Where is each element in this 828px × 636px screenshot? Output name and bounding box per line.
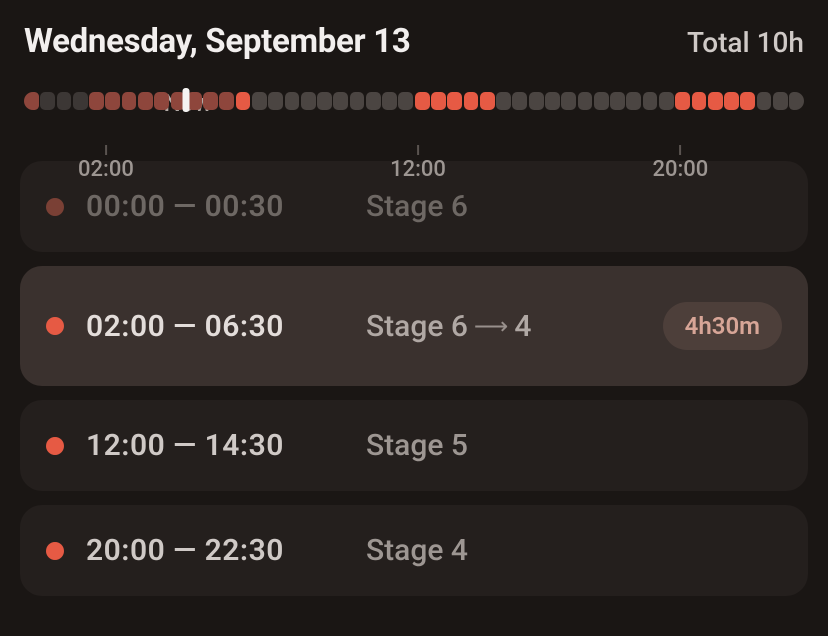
stage-label: Stage 6 [366, 189, 468, 224]
timeline-segment [740, 92, 755, 110]
time-range: 12:00 — 14:30 [86, 428, 366, 463]
timeline-segment [73, 92, 88, 110]
schedule-row[interactable]: 12:00 — 14:30Stage 5 [20, 400, 808, 491]
duration-pill: 4h30m [663, 302, 782, 350]
timeline-segment [724, 92, 739, 110]
timeline-segment [219, 92, 234, 110]
timeline-segment [40, 92, 55, 110]
status-dot [46, 542, 64, 560]
header: Wednesday, September 13 Total 10h [20, 22, 808, 61]
timeline-segment [203, 92, 218, 110]
timeline-segment [545, 92, 560, 110]
timeline-segment [285, 92, 300, 110]
timeline-tick: 12:00 [390, 145, 446, 182]
timeline-segment [512, 92, 527, 110]
timeline-segment [350, 92, 365, 110]
timeline-segment [252, 92, 267, 110]
time-range: 02:00 — 06:30 [86, 309, 366, 344]
time-range: 20:00 — 22:30 [86, 533, 366, 568]
tick-line [105, 145, 107, 155]
timeline-segment [236, 92, 251, 110]
timeline-segment [464, 92, 479, 110]
timeline-segment [594, 92, 609, 110]
timeline-segment [773, 92, 788, 110]
stage-to: 4 [514, 309, 531, 344]
timeline-segment [757, 92, 772, 110]
status-dot [46, 437, 64, 455]
schedule-screen: Wednesday, September 13 Total 10h Now 02… [0, 0, 828, 596]
timeline-segment [447, 92, 462, 110]
timeline-segment [268, 92, 283, 110]
timeline-segment [366, 92, 381, 110]
timeline-segment [496, 92, 511, 110]
timeline-tick: 02:00 [78, 145, 134, 182]
timeline-segment [89, 92, 104, 110]
timeline-segment [431, 92, 446, 110]
status-dot [46, 317, 64, 335]
timeline-segment [415, 92, 430, 110]
timeline-segment [789, 92, 804, 110]
timeline-segment [301, 92, 316, 110]
timeline-segment [480, 92, 495, 110]
tick-line [417, 145, 419, 155]
timeline-segment [675, 92, 690, 110]
timeline-segment [561, 92, 576, 110]
stage-from: Stage 6 [366, 309, 468, 344]
timeline-segment [57, 92, 72, 110]
stage-label: Stage 4 [366, 533, 468, 568]
schedule-row[interactable]: 02:00 — 06:30Stage 6⟶4 4h30m [20, 266, 808, 386]
timeline-segment [24, 92, 39, 110]
timeline-segment [708, 92, 723, 110]
timeline-segment [692, 92, 707, 110]
status-dot [46, 198, 64, 216]
timeline-segment [659, 92, 674, 110]
timeline-segment [626, 92, 641, 110]
timeline-segment [138, 92, 153, 110]
stage-label: Stage 5 [366, 428, 468, 463]
timeline-segment [122, 92, 137, 110]
timeline-segment [154, 92, 169, 110]
timeline-segment [382, 92, 397, 110]
timeline-segment [105, 92, 120, 110]
now-marker [183, 88, 190, 112]
date-title: Wednesday, September 13 [24, 22, 411, 61]
tick-line [679, 145, 681, 155]
timeline-segment [643, 92, 658, 110]
timeline-segment [398, 92, 413, 110]
timeline-segment [333, 92, 348, 110]
timeline-segment [610, 92, 625, 110]
tick-label: 12:00 [390, 157, 446, 182]
timeline-bar[interactable] [24, 91, 804, 111]
tick-label: 20:00 [652, 157, 708, 182]
time-range: 00:00 — 00:30 [86, 189, 366, 224]
total-label: Total 10h [687, 26, 804, 59]
schedule-row[interactable]: 20:00 — 22:30Stage 4 [20, 505, 808, 596]
tick-label: 02:00 [78, 157, 134, 182]
timeline-tick: 20:00 [652, 145, 708, 182]
timeline-segment [578, 92, 593, 110]
timeline-segment [529, 92, 544, 110]
timeline-segment [317, 92, 332, 110]
stage-label: Stage 6⟶4 [366, 309, 531, 344]
schedule-list: 00:00 — 00:30Stage 602:00 — 06:30Stage 6… [20, 161, 808, 596]
timeline: Now 02:0012:0020:00 [20, 91, 808, 161]
arrow-icon: ⟶ [474, 314, 508, 338]
